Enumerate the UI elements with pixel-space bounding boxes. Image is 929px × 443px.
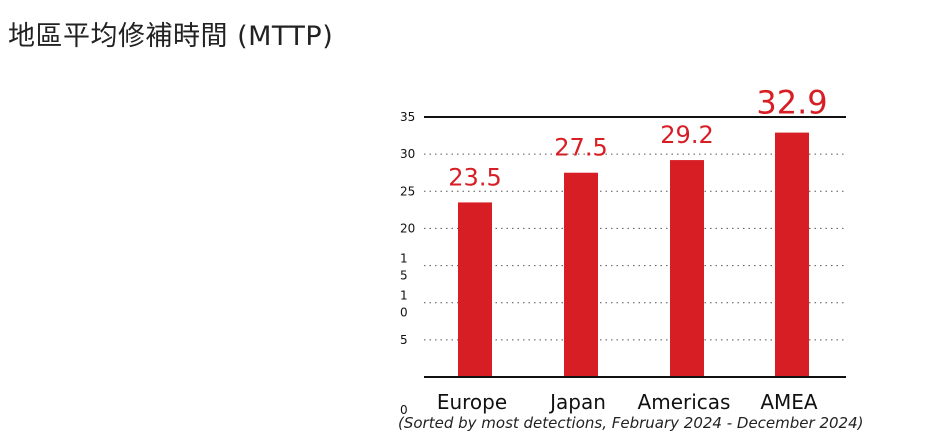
footnote: (Sorted by most detections, February 202… bbox=[398, 414, 864, 432]
category-label-europe: Europe bbox=[437, 390, 507, 414]
y-tick-label: 0 bbox=[400, 403, 408, 417]
category-label-americas: Americas bbox=[638, 390, 731, 414]
y-tick-label: 25 bbox=[400, 184, 415, 198]
category-label-amea: AMEA bbox=[760, 390, 818, 414]
value-label-europe: 23.5 bbox=[448, 163, 501, 191]
bars bbox=[458, 132, 809, 377]
bar-japan bbox=[564, 172, 598, 377]
y-axis-ticks: 0 5 1 0 1 5 20 25 30 35 bbox=[400, 110, 415, 417]
bar-americas bbox=[670, 160, 704, 377]
y-tick-label: 30 bbox=[400, 147, 415, 161]
category-label-japan: Japan bbox=[548, 390, 606, 414]
y-tick-label: 5 bbox=[400, 333, 408, 347]
value-label-americas: 29.2 bbox=[660, 121, 713, 149]
bar-amea bbox=[775, 132, 809, 377]
x-axis-categories: Europe Japan Americas AMEA bbox=[437, 390, 818, 414]
page-title: 地區平均修補時間 (MTTP) bbox=[8, 21, 334, 52]
value-label-amea: 32.9 bbox=[756, 84, 827, 122]
y-tick-label: 35 bbox=[400, 110, 415, 124]
y-tick-label: 20 bbox=[400, 221, 415, 235]
bar-europe bbox=[458, 202, 492, 377]
value-label-japan: 27.5 bbox=[554, 134, 607, 162]
data-labels: 23.5 27.5 29.2 32.9 bbox=[448, 84, 827, 192]
